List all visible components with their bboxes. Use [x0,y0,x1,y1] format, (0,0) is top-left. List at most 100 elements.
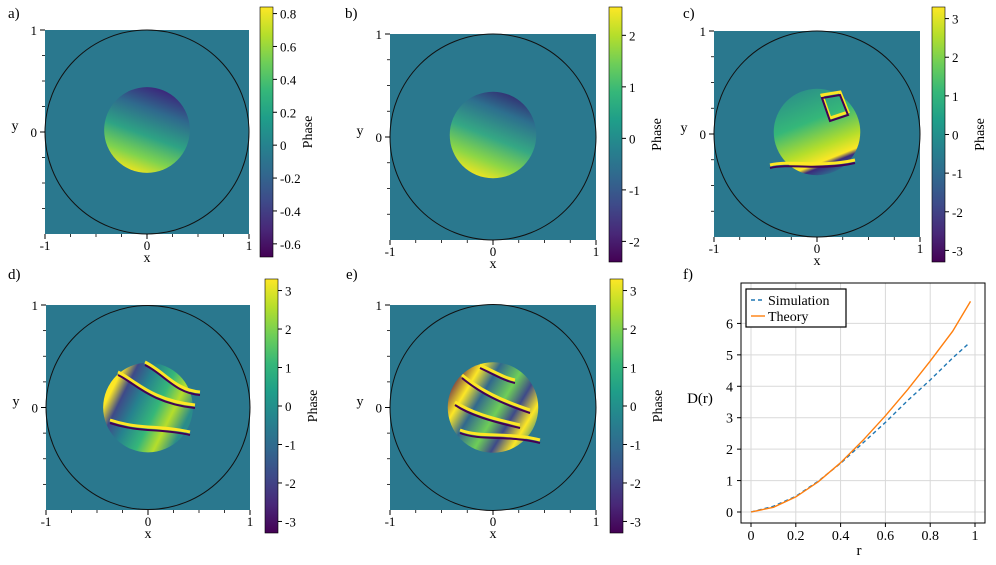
y-tick-label: 0 [376,130,383,145]
colorbar-tick-label: -2 [629,234,640,249]
x-tick-label: -1 [709,241,720,256]
legend-label: Simulation [768,294,829,309]
colorbar-tick-label: 0.8 [280,7,296,22]
colorbar-tick-label: -2 [285,476,296,491]
series-line-simulation [750,343,969,513]
y-axis-label: y [13,395,20,410]
x-tick-label: 0 [748,529,755,544]
phase-wrap-line [459,432,541,444]
x-tick-label: 1 [246,238,253,253]
y-axis-label: y [12,119,19,134]
x-tick-label: -1 [385,514,396,529]
panel-label: a) [8,6,20,22]
x-tick-label: -1 [385,244,396,259]
colorbar-tick-label: 1 [285,361,292,376]
colorbar-tick-label: -2 [952,205,963,220]
colorbar-tick-label: 0 [280,138,287,153]
colorbar-tick-label: -1 [285,437,296,452]
phase-wrap-line [117,374,196,409]
x-tick-label: 0.2 [787,529,805,544]
colorbar-tick-label: -1 [630,437,641,452]
colorbar-tick-label: 2 [630,322,637,337]
phase-wrap-line [109,418,191,434]
x-tick-label: 0.4 [832,529,850,544]
colorbar-label: Phase [651,390,666,423]
phase-wrap-line [144,360,201,394]
colorbar: 3 2 1 0 -1 -2 -3 Phase [264,278,321,534]
y-tick-label: 0 [376,401,383,416]
x-axis-label: x [490,527,497,542]
y-axis-label: y [681,121,688,136]
colorbar-tick-label: 0.6 [280,39,297,54]
x-axis-label: x [144,251,151,266]
y-tick-label: 4 [726,380,733,395]
colorbar-label: Phase [973,118,988,151]
y-tick-label: 0 [700,127,707,142]
y-tick-label: 1 [32,298,39,313]
colorbar-tick-label: -3 [285,514,296,529]
y-tick-label: 1 [726,475,733,490]
phase-disc [104,87,190,173]
colorbar-tick-label: -3 [952,243,963,258]
phase-wrap-line [769,158,856,167]
y-axis-label: D(r) [687,391,713,407]
panel-label: f) [683,267,693,283]
colorbar-tick-label: 0 [952,128,959,143]
colorbar-gradient [931,6,946,263]
x-tick-label: 0 [490,244,497,259]
colorbar-tick-label: 1 [630,361,637,376]
colorbar-tick-label: -3 [630,514,641,529]
colorbar-tick-label: 0 [285,399,292,414]
x-tick-label: -1 [40,238,51,253]
colorbar-tick-label: -0.6 [280,237,301,252]
x-tick-label: 1 [247,514,254,529]
x-tick-label: -1 [41,514,52,529]
y-tick-label: 1 [376,27,383,42]
phase-wrap-line [144,364,201,396]
colorbar-tick-label: -0.2 [280,171,301,186]
y-tick-label: 1 [376,298,383,313]
phase-wrap-line [479,363,516,382]
y-tick-label: 0 [31,125,38,140]
legend-label: Theory [768,310,808,325]
x-axis-label: x [814,254,821,269]
y-tick-label: 2 [726,443,733,458]
colorbar-tick-label: 1 [629,80,636,95]
x-tick-label: 0 [490,514,497,529]
x-axis-label: x [145,527,152,542]
colorbar-tick-label: -0.4 [280,204,301,219]
phase-wrap-line [454,400,521,427]
colorbar-label: Phase [650,118,665,151]
colorbar-tick-label: 0 [629,131,636,146]
y-tick-label: 0 [32,401,39,416]
colorbar-gradient [608,6,623,263]
phase-wrap-line [479,367,516,384]
x-tick-label: 0.6 [877,529,895,544]
x-tick-label: 0 [144,238,151,253]
colorbar: 3 2 1 0 -1 -2 -3 Phase [931,6,988,263]
series-line-theory [750,301,972,513]
colorbar-gradient [609,278,624,534]
x-tick-label: 0 [145,514,152,529]
colorbar-tick-label: 0 [630,399,637,414]
legend-box [745,288,847,328]
phase-wrap-line [461,377,531,414]
colorbar-tick-label: 2 [629,28,636,43]
phase-disc [773,88,861,176]
phase-wrap-line [820,93,850,123]
y-tick-label: 3 [726,412,733,427]
x-tick-label: 0.8 [921,529,939,544]
y-tick-label: 6 [726,317,733,332]
phase-wrap-line [117,370,196,407]
colorbar-tick-label: 0.4 [280,72,297,87]
colorbar-gradient [264,278,279,534]
